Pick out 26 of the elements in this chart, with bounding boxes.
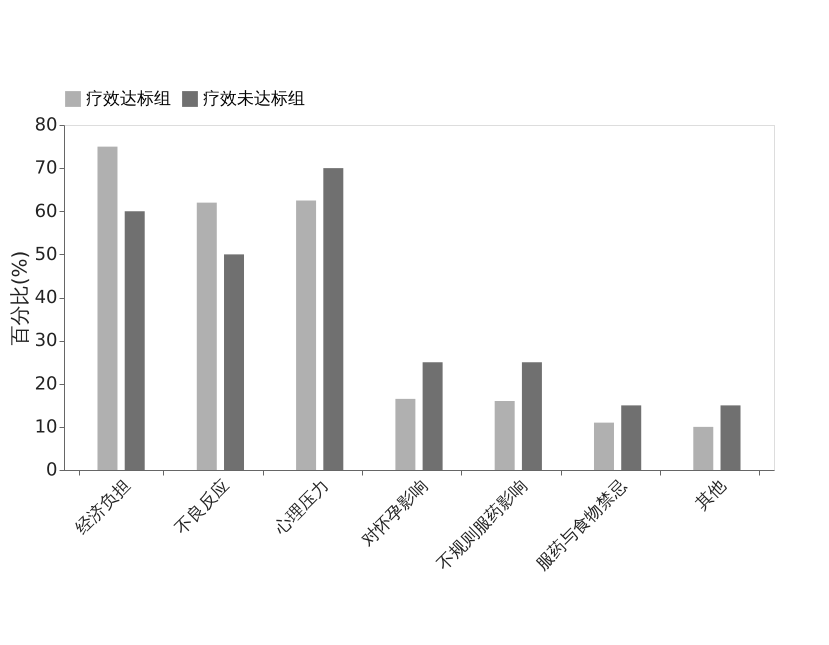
bar [693, 426, 714, 470]
x-tick-label: 经济负担 [72, 476, 134, 538]
x-tick-label: 服药与食物禁忌 [532, 476, 631, 574]
y-axis-title: 百分比(%) [8, 250, 32, 346]
bar [494, 401, 515, 470]
x-tick-label: 对怀孕影响 [358, 476, 432, 550]
x-tick-label: 不良反应 [171, 476, 234, 538]
bar [395, 398, 416, 470]
bar [196, 202, 217, 470]
legend-label: 疗效未达标组 [203, 89, 305, 109]
bar [296, 200, 316, 470]
x-tick-label: 心理压力 [270, 476, 333, 540]
y-tick-label: 10 [34, 416, 58, 438]
y-tick-label: 20 [34, 373, 58, 394]
y-tick-label: 80 [34, 114, 58, 136]
x-tick-label: 其他 [692, 476, 730, 514]
legend-label: 疗效达标组 [86, 89, 171, 109]
y-tick-label: 30 [34, 330, 58, 352]
y-tick-label: 40 [34, 287, 58, 308]
y-tick-label: 70 [34, 158, 58, 179]
y-tick-label: 60 [34, 200, 58, 222]
bar [97, 146, 118, 470]
x-tick-label: 不规则服药影响 [433, 476, 532, 574]
y-tick-label: 0 [46, 460, 58, 480]
bar [594, 422, 614, 470]
y-tick-label: 50 [34, 244, 58, 265]
